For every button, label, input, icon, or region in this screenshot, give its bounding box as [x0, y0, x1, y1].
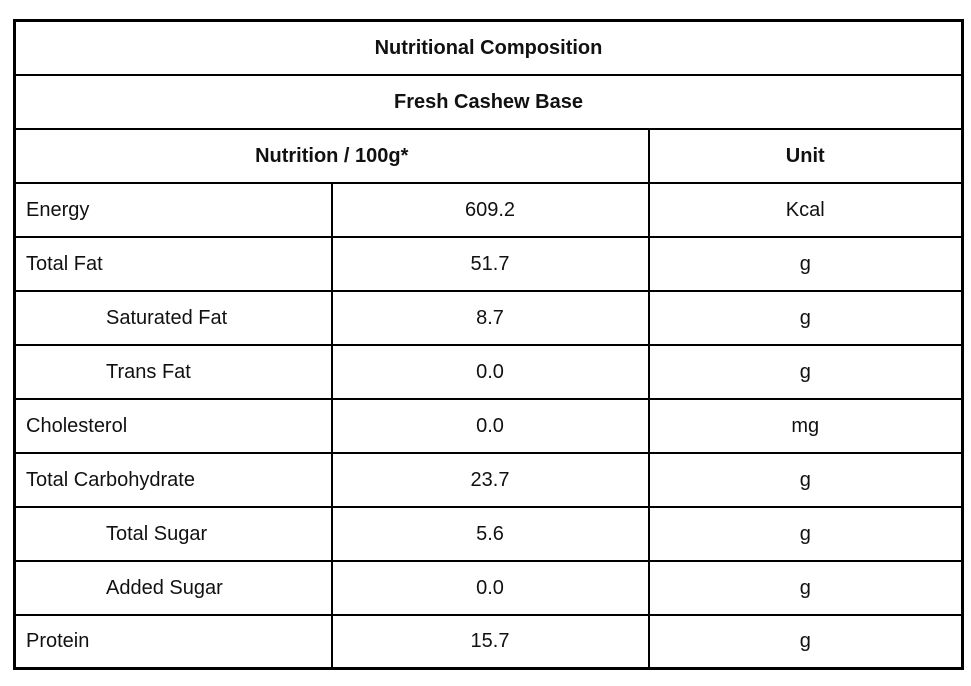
row-trans-fat-label: Trans Fat	[13, 343, 333, 400]
row-total-sugar-value: 5.6	[330, 505, 650, 562]
row-protein-unit: g	[647, 613, 964, 670]
row-cholesterol-value: 0.0	[330, 397, 650, 454]
row-added-sugar-unit: g	[647, 559, 964, 616]
table-title: Nutritional Composition	[13, 19, 964, 76]
table-subtitle: Fresh Cashew Base	[13, 73, 964, 130]
table-header-row: Nutrition / 100g* Unit	[13, 127, 964, 184]
row-total-carbohydrate-label: Total Carbohydrate	[13, 451, 333, 508]
row-protein-value: 15.7	[330, 613, 650, 670]
row-trans-fat-value: 0.0	[330, 343, 650, 400]
row-protein-label: Protein	[13, 613, 333, 670]
row-total-fat-unit: g	[647, 235, 964, 292]
row-total-carbohydrate-value: 23.7	[330, 451, 650, 508]
table-row-saturated-fat: Saturated Fat 8.7 g	[13, 289, 964, 346]
row-energy-unit: Kcal	[647, 181, 964, 238]
row-added-sugar-value: 0.0	[330, 559, 650, 616]
nutrition-table: Nutritional Composition Fresh Cashew Bas…	[13, 19, 964, 670]
row-total-sugar-label: Total Sugar	[13, 505, 333, 562]
table-row-total-sugar: Total Sugar 5.6 g	[13, 505, 964, 562]
row-total-carbohydrate-unit: g	[647, 451, 964, 508]
row-total-sugar-unit: g	[647, 505, 964, 562]
nutrition-table-container: Nutritional Composition Fresh Cashew Bas…	[13, 19, 964, 670]
column-header-unit: Unit	[647, 127, 964, 184]
table-row-added-sugar: Added Sugar 0.0 g	[13, 559, 964, 616]
row-cholesterol-label: Cholesterol	[13, 397, 333, 454]
row-total-fat-label: Total Fat	[13, 235, 333, 292]
table-title-row: Nutritional Composition	[13, 19, 964, 76]
table-row-cholesterol: Cholesterol 0.0 mg	[13, 397, 964, 454]
row-energy-label: Energy	[13, 181, 333, 238]
row-saturated-fat-label: Saturated Fat	[13, 289, 333, 346]
column-header-nutrition: Nutrition / 100g*	[13, 127, 650, 184]
table-row-total-fat: Total Fat 51.7 g	[13, 235, 964, 292]
table-row-total-carbohydrate: Total Carbohydrate 23.7 g	[13, 451, 964, 508]
row-added-sugar-label: Added Sugar	[13, 559, 333, 616]
row-energy-value: 609.2	[330, 181, 650, 238]
table-row-trans-fat: Trans Fat 0.0 g	[13, 343, 964, 400]
table-row-energy: Energy 609.2 Kcal	[13, 181, 964, 238]
row-cholesterol-unit: mg	[647, 397, 964, 454]
row-saturated-fat-unit: g	[647, 289, 964, 346]
row-saturated-fat-value: 8.7	[330, 289, 650, 346]
table-subtitle-row: Fresh Cashew Base	[13, 73, 964, 130]
row-total-fat-value: 51.7	[330, 235, 650, 292]
table-row-protein: Protein 15.7 g	[13, 613, 964, 670]
row-trans-fat-unit: g	[647, 343, 964, 400]
